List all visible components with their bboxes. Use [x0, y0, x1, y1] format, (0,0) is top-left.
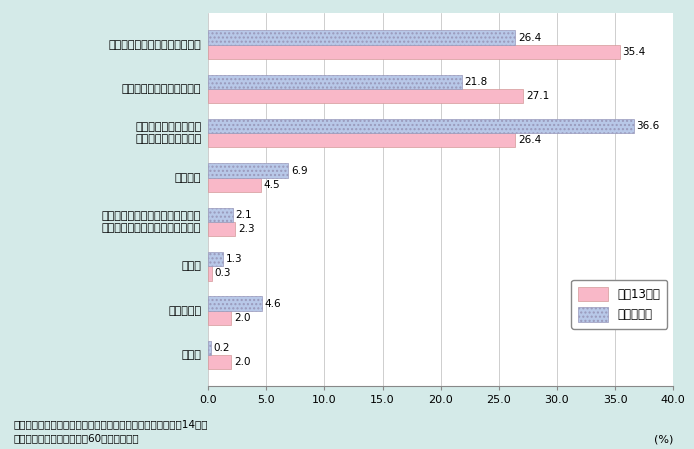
Text: 0.3: 0.3 — [214, 269, 231, 278]
Bar — [208, 311, 231, 325]
Text: 0.2: 0.2 — [214, 343, 230, 353]
Text: 2.0: 2.0 — [235, 357, 251, 367]
Bar — [208, 119, 634, 133]
Bar — [208, 75, 462, 89]
Text: 2.3: 2.3 — [238, 224, 255, 234]
Bar — [208, 178, 260, 192]
Text: 6.9: 6.9 — [291, 166, 308, 176]
Bar — [208, 296, 262, 311]
Bar — [208, 89, 523, 103]
Legend: 平成13年度, 平成７年度: 平成13年度, 平成７年度 — [571, 280, 667, 329]
Text: 36.6: 36.6 — [636, 121, 660, 131]
Text: （注）　調査対象は、全国60歳以上の男女: （注） 調査対象は、全国60歳以上の男女 — [14, 433, 139, 443]
Text: 35.4: 35.4 — [623, 47, 646, 57]
Bar — [208, 208, 232, 222]
Bar — [208, 341, 210, 355]
Text: 27.1: 27.1 — [526, 91, 550, 101]
Text: 26.4: 26.4 — [518, 136, 541, 145]
Bar — [208, 133, 515, 147]
Text: 4.6: 4.6 — [264, 299, 281, 308]
Bar — [208, 31, 515, 44]
Bar — [208, 266, 212, 281]
Bar — [208, 163, 289, 178]
Bar — [208, 252, 223, 266]
Text: 21.8: 21.8 — [464, 77, 488, 87]
Text: 2.0: 2.0 — [235, 313, 251, 323]
Bar — [208, 355, 231, 369]
Text: 26.4: 26.4 — [518, 32, 541, 43]
Text: 4.5: 4.5 — [264, 180, 280, 190]
Bar — [208, 44, 620, 59]
Text: 1.3: 1.3 — [226, 254, 243, 264]
Bar — [208, 222, 235, 236]
Text: 2.1: 2.1 — [235, 210, 252, 220]
Text: (%): (%) — [654, 435, 673, 445]
Text: 資料：内閣府「高齢者の経済生活に関する意識調査」（平成14年）: 資料：内閣府「高齢者の経済生活に関する意識調査」（平成14年） — [14, 419, 208, 429]
